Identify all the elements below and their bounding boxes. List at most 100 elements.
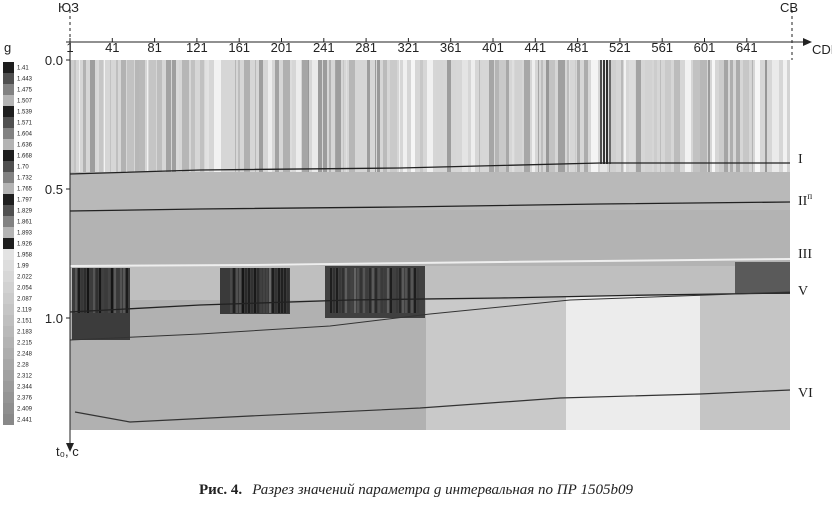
stripe bbox=[230, 268, 232, 313]
stripe bbox=[660, 60, 661, 172]
stripe bbox=[752, 60, 753, 172]
stripe bbox=[584, 60, 588, 172]
stripe bbox=[78, 268, 80, 313]
y-tick-label: 1.0 bbox=[45, 311, 63, 326]
colorbar-title: g bbox=[4, 40, 11, 55]
stripe bbox=[275, 268, 277, 313]
stripe bbox=[674, 60, 679, 172]
x-tick-label: 641 bbox=[736, 40, 758, 55]
colorbar-label: 2.022 bbox=[17, 275, 33, 281]
colorbar-swatch bbox=[3, 194, 14, 205]
stripe bbox=[74, 60, 76, 172]
colorbar-swatch bbox=[3, 95, 14, 106]
colorbar-swatch bbox=[3, 359, 14, 370]
colorbar-swatch bbox=[3, 381, 14, 392]
stripe bbox=[765, 60, 767, 172]
stripe bbox=[172, 60, 176, 172]
colorbar-label: 2.28 bbox=[17, 363, 29, 369]
stripe bbox=[603, 60, 605, 164]
x-tick-label: 81 bbox=[147, 40, 161, 55]
stripe bbox=[499, 60, 506, 172]
stripe bbox=[538, 60, 539, 172]
stripe bbox=[205, 60, 207, 172]
stripe bbox=[90, 268, 92, 313]
stripe bbox=[719, 60, 724, 172]
stripe bbox=[375, 60, 376, 172]
stripe bbox=[147, 60, 148, 172]
colorbar-swatch bbox=[3, 73, 14, 84]
horizon-line bbox=[69, 258, 791, 267]
stripe bbox=[736, 60, 740, 172]
stripe bbox=[447, 60, 451, 172]
stripe bbox=[396, 268, 398, 313]
stripe bbox=[257, 268, 259, 313]
horizon-label: IIп bbox=[798, 191, 812, 209]
stripe bbox=[114, 268, 116, 313]
y-tick-label: 0.5 bbox=[45, 182, 63, 197]
colorbar-swatch bbox=[3, 370, 14, 381]
stripe bbox=[724, 60, 728, 172]
horizon-line bbox=[74, 389, 791, 423]
stripe bbox=[377, 60, 380, 172]
stripe bbox=[665, 60, 671, 172]
stripe bbox=[339, 268, 341, 313]
colorbar-swatch bbox=[3, 271, 14, 282]
stripe bbox=[349, 60, 355, 172]
stripe bbox=[127, 60, 134, 172]
stripe bbox=[360, 60, 366, 172]
colorbar-label: 2.054 bbox=[17, 286, 33, 292]
stripe bbox=[139, 60, 145, 172]
stripe bbox=[783, 60, 787, 172]
colorbar-label: 2.441 bbox=[17, 418, 33, 424]
colorbar-swatch bbox=[3, 414, 14, 425]
stripe bbox=[390, 60, 397, 172]
horizon-line bbox=[69, 291, 791, 341]
horizon-label: VI bbox=[798, 386, 813, 401]
stripe bbox=[120, 268, 122, 313]
stripe bbox=[436, 60, 443, 172]
horizon-name: I bbox=[798, 152, 803, 167]
stripe bbox=[117, 268, 119, 313]
stripe bbox=[532, 60, 535, 172]
stripe bbox=[236, 268, 238, 313]
stripe bbox=[685, 60, 691, 172]
stripe bbox=[102, 268, 104, 313]
colorbar-label: 2.215 bbox=[17, 341, 33, 347]
stripe bbox=[149, 60, 156, 172]
stripe bbox=[333, 268, 335, 313]
horizon-name: V bbox=[798, 284, 808, 299]
colorbar-label: 2.376 bbox=[17, 396, 33, 402]
stripe bbox=[414, 268, 416, 313]
colorbar-label: 2.312 bbox=[17, 374, 33, 380]
colorbar-swatch bbox=[3, 315, 14, 326]
stripe bbox=[512, 60, 514, 172]
stripe bbox=[244, 60, 250, 172]
colorbar-label: 2.183 bbox=[17, 330, 33, 336]
stripe bbox=[787, 60, 790, 172]
stripe bbox=[569, 60, 570, 172]
horizon-name: II bbox=[798, 194, 808, 209]
colorbar-swatch bbox=[3, 238, 14, 249]
stripe bbox=[375, 268, 377, 313]
stripe bbox=[275, 60, 279, 172]
stripe bbox=[408, 268, 410, 313]
stripe bbox=[346, 60, 347, 172]
stripe bbox=[266, 268, 268, 313]
stripe bbox=[268, 60, 272, 172]
stripe bbox=[366, 268, 368, 313]
dark-stripes bbox=[75, 60, 611, 313]
stripe bbox=[645, 60, 652, 172]
colorbar-label: 1.443 bbox=[17, 77, 33, 83]
x-tick-label: 1 bbox=[66, 40, 73, 55]
colorbar-label: 1.571 bbox=[17, 121, 33, 127]
colorbar-swatch bbox=[3, 392, 14, 403]
x-tick-label: 201 bbox=[271, 40, 293, 55]
x-tick-label: 401 bbox=[482, 40, 504, 55]
stripe bbox=[278, 268, 280, 313]
stripe bbox=[399, 268, 401, 313]
stripe bbox=[360, 268, 362, 313]
stripe bbox=[405, 268, 407, 313]
stripe bbox=[384, 268, 386, 313]
stripe bbox=[84, 268, 86, 313]
colorbar-label: 2.409 bbox=[17, 407, 33, 413]
